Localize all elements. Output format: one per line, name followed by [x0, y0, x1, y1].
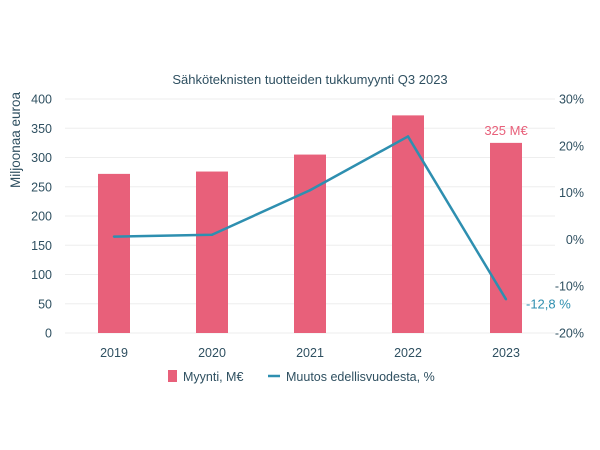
x-tick-label: 2019: [100, 346, 128, 360]
x-tick-label: 2021: [296, 346, 324, 360]
chart-title: Sähköteknisten tuotteiden tukkumyynti Q3…: [172, 72, 447, 87]
y-tick-label: 350: [31, 122, 52, 136]
x-tick-label: 2023: [492, 346, 520, 360]
bar: [392, 115, 424, 333]
legend-label-bar: Myynti, M€: [183, 370, 243, 384]
y-tick-label: 0: [45, 327, 52, 341]
bar-data-label: 325 M€: [484, 123, 528, 138]
y2-tick-label: 30%: [559, 93, 584, 107]
line-point: [112, 235, 116, 238]
bar: [196, 171, 228, 333]
y-tick-label: 50: [38, 297, 52, 311]
bar: [490, 142, 522, 333]
y2-tick-label: -20%: [555, 327, 584, 341]
x-tick-label: 2020: [198, 346, 226, 360]
y2-tick-label: 20%: [559, 139, 584, 153]
x-axis: 2019 2020 2021 2022 2023: [100, 346, 520, 360]
y-tick-label: 250: [31, 180, 52, 194]
line-data-label: -12,8 %: [526, 296, 571, 311]
y-tick-label: 400: [31, 93, 52, 107]
y-tick-label: 150: [31, 239, 52, 253]
line-point: [406, 135, 410, 138]
bar: [294, 154, 326, 333]
y-tick-label: 100: [31, 268, 52, 282]
legend-swatch-bar: [168, 370, 177, 382]
bar-series: [98, 115, 522, 333]
y-axis-left: 0 50 100 150 200 250 300 350 400: [31, 93, 52, 341]
bar: [98, 173, 130, 333]
line-point: [210, 233, 214, 236]
legend: Myynti, M€ Muutos edellisvuodesta, %: [168, 370, 435, 384]
y2-tick-label: -10%: [555, 280, 584, 294]
legend-label-line: Muutos edellisvuodesta, %: [286, 370, 435, 384]
y-axis-label: Miljoonaa euroa: [8, 91, 23, 188]
y-tick-label: 300: [31, 151, 52, 165]
line-point: [504, 298, 508, 301]
y2-tick-label: 0%: [566, 233, 584, 247]
line-series: [112, 135, 508, 301]
y-axis-right: -20% -10% 0% 10% 20% 30%: [555, 93, 584, 341]
data-labels: 325 M€ -12,8 %: [484, 123, 571, 311]
x-tick-label: 2022: [394, 346, 422, 360]
y2-tick-label: 10%: [559, 186, 584, 200]
y-tick-label: 200: [31, 210, 52, 224]
line-point: [308, 189, 312, 192]
